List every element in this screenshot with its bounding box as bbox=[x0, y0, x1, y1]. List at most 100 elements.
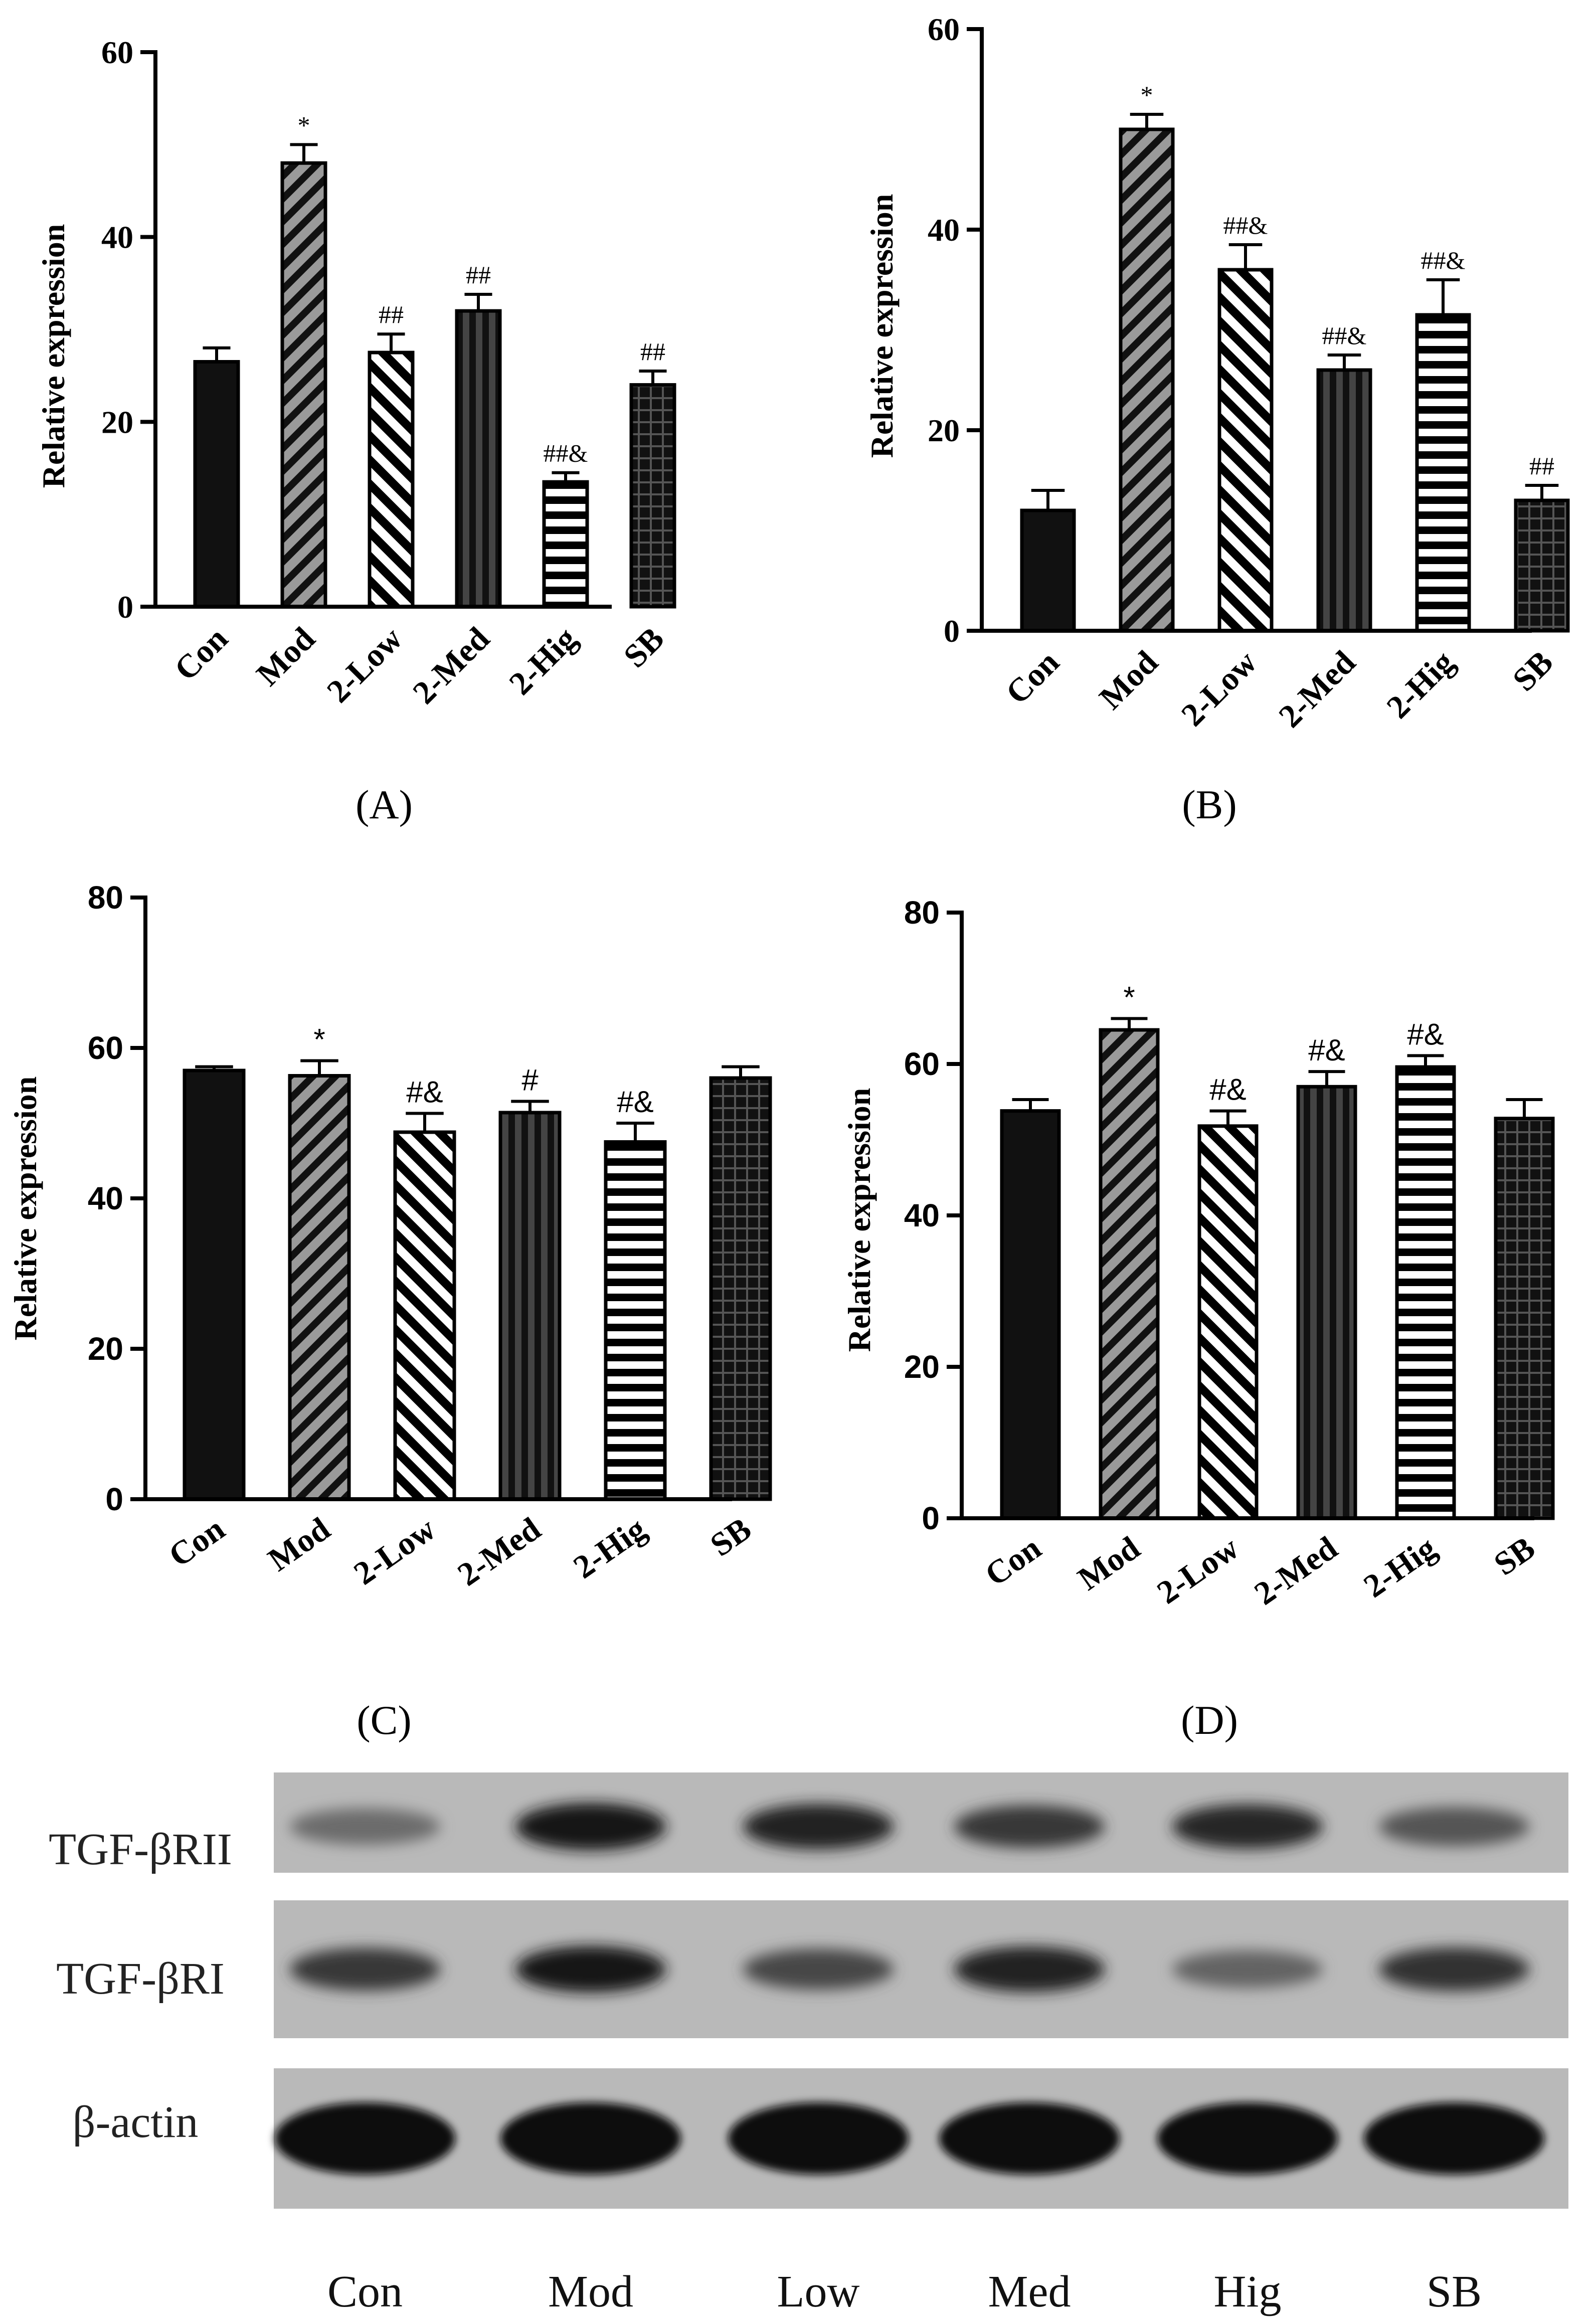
y-tick-label: 60 bbox=[928, 12, 960, 47]
y-tick-label: 80 bbox=[88, 879, 123, 916]
bar-2-hig bbox=[1415, 313, 1471, 633]
significance-label: ## bbox=[640, 337, 665, 366]
y-axis-ticks: 0 20 40 60 bbox=[928, 12, 982, 649]
blot-band bbox=[954, 1805, 1105, 1848]
blot-strip bbox=[274, 1900, 1568, 2038]
chart-panel-c: 0 20 40 60 80 * #& # #& Con Mod 2-Low 2-Med 2-Hig SB… bbox=[8, 879, 772, 1743]
x-tick-label: 2-Med bbox=[451, 1510, 548, 1593]
x-tick-label: 2-Hig bbox=[567, 1510, 653, 1585]
bar-2-hig bbox=[604, 1140, 667, 1501]
blot-band bbox=[954, 1946, 1105, 1992]
blot-band bbox=[515, 1946, 666, 1993]
blot-band bbox=[275, 2102, 455, 2175]
bar-2-low bbox=[1197, 1124, 1259, 1520]
blot-band bbox=[743, 1804, 894, 1850]
bar-2-med bbox=[1296, 1085, 1357, 1520]
y-tick-label: 0 bbox=[105, 1481, 123, 1517]
y-axis-ticks: 0 20 40 60 80 bbox=[88, 879, 145, 1517]
blot-strip bbox=[274, 2068, 1568, 2209]
blot-band bbox=[290, 1808, 440, 1845]
y-tick-label: 20 bbox=[928, 413, 960, 448]
y-tick-label: 20 bbox=[904, 1349, 940, 1385]
bar-2-med bbox=[1316, 368, 1372, 633]
y-axis-label: Relative expression bbox=[8, 1077, 43, 1341]
bar-con bbox=[193, 360, 240, 609]
significance-label: #& bbox=[406, 1076, 443, 1109]
bar-sb bbox=[1514, 498, 1570, 633]
significance-label: #& bbox=[1407, 1017, 1444, 1051]
bar-2-low bbox=[393, 1130, 456, 1501]
bar-con bbox=[183, 1068, 246, 1501]
bar-2-med bbox=[498, 1111, 562, 1501]
significance-label: #& bbox=[617, 1085, 653, 1119]
x-tick-label: 2-Hig bbox=[1380, 644, 1462, 726]
y-tick-label: 60 bbox=[904, 1046, 940, 1082]
bar-sb bbox=[1494, 1117, 1555, 1520]
panel-label-d: (D) bbox=[1181, 1697, 1238, 1743]
blot-band bbox=[1379, 1947, 1529, 1991]
x-tick-label: Con bbox=[162, 1510, 232, 1574]
axes bbox=[153, 50, 612, 609]
y-tick-label: 60 bbox=[88, 1030, 123, 1066]
bar-2-hig bbox=[1395, 1065, 1456, 1520]
significance-label: #& bbox=[1209, 1073, 1246, 1107]
blot-band bbox=[1157, 2102, 1338, 2175]
blot-lane-label: Low bbox=[777, 2267, 860, 2316]
blot-band bbox=[728, 2102, 909, 2175]
significance-label: ## bbox=[1529, 452, 1554, 480]
blot-lane-label: Med bbox=[988, 2267, 1071, 2316]
x-tick-label: 2-Low bbox=[1151, 1529, 1246, 1611]
axes bbox=[980, 27, 1532, 633]
y-tick-label: 20 bbox=[101, 404, 133, 440]
x-tick-label: SB bbox=[617, 620, 671, 675]
panel-label-a: (A) bbox=[356, 782, 413, 827]
significance-label: ## bbox=[466, 261, 491, 289]
blot-band bbox=[1379, 1807, 1529, 1846]
bar-mod bbox=[280, 161, 327, 609]
bar-2-med bbox=[455, 309, 502, 609]
blot-band bbox=[515, 1803, 666, 1851]
blot-band bbox=[1364, 2102, 1544, 2175]
significance-label: ##& bbox=[1322, 321, 1367, 349]
blot-strip bbox=[274, 1772, 1568, 1873]
bars: * #& #& #& bbox=[1000, 980, 1555, 1520]
y-tick-label: 0 bbox=[922, 1500, 940, 1536]
bar-con bbox=[1000, 1109, 1061, 1520]
x-tick-label: 2-Med bbox=[406, 620, 496, 711]
x-tick-label: 2-Hig bbox=[502, 620, 584, 702]
blot-band bbox=[939, 2102, 1120, 2175]
x-tick-label: 2-Med bbox=[1272, 644, 1362, 735]
y-tick-label: 40 bbox=[904, 1197, 940, 1233]
panel-label-c: (C) bbox=[357, 1697, 411, 1743]
bar-mod bbox=[288, 1074, 351, 1501]
y-axis-label: Relative expression bbox=[36, 224, 71, 488]
blot-lane-label: Hig bbox=[1214, 2267, 1282, 2316]
x-tick-label: SB bbox=[1506, 644, 1560, 698]
significance-label: * bbox=[1123, 980, 1135, 1014]
x-tick-label: Mod bbox=[250, 620, 322, 693]
blot-strips bbox=[274, 1772, 1568, 2209]
y-tick-label: 0 bbox=[117, 589, 133, 625]
western-blot: TGF-βRII TGF-βRI β-actin Con Mod Low Med… bbox=[49, 1772, 1568, 2316]
blot-band bbox=[743, 1948, 894, 1990]
y-tick-label: 40 bbox=[101, 220, 133, 255]
x-tick-label: 2-Med bbox=[1248, 1529, 1344, 1612]
x-tick-label: Con bbox=[979, 1529, 1048, 1593]
bar-mod bbox=[1119, 127, 1175, 633]
bar-2-low bbox=[368, 350, 415, 609]
y-axis-label: Relative expression bbox=[841, 1088, 877, 1352]
y-tick-label: 0 bbox=[944, 613, 960, 649]
significance-label: * bbox=[1141, 81, 1153, 109]
x-tick-label: Mod bbox=[1093, 644, 1165, 717]
significance-label: ## bbox=[379, 300, 404, 328]
axes bbox=[143, 896, 732, 1501]
significance-label: #& bbox=[1308, 1033, 1345, 1067]
chart-panel-b: 0 20 40 60 * ##& ##& ##& ## Con Mod 2-Low 2-Med 2-H… bbox=[864, 12, 1570, 827]
significance-label: # bbox=[521, 1063, 539, 1097]
y-axis-label: Relative expression bbox=[864, 194, 900, 458]
